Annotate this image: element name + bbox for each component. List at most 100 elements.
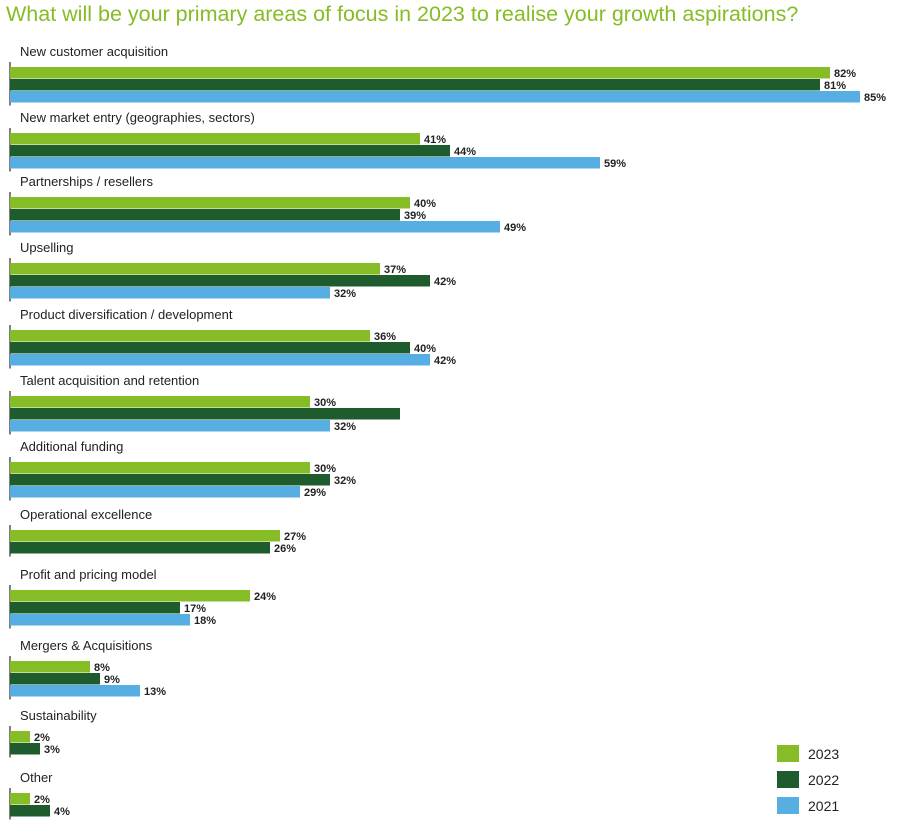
bar-upselling-2023 — [10, 263, 380, 275]
bar-mergers-acquisitions-2022 — [10, 673, 100, 685]
category-label-sustainability: Sustainability — [20, 708, 97, 723]
value-label-bg — [252, 589, 278, 602]
value-label-new-customer-acquisition-2022: 81% — [824, 80, 846, 92]
value-label-bg — [822, 78, 848, 91]
bar-new-customer-acquisition-2021 — [10, 91, 860, 103]
category-label-mergers-acquisitions: Mergers & Acquisitions — [20, 638, 153, 653]
category-label-new-customer-acquisition: New customer acquisition — [20, 44, 168, 59]
value-label-mergers-acquisitions-2022: 9% — [104, 674, 120, 686]
value-label-sustainability-2023: 2% — [34, 732, 50, 744]
value-label-bg — [432, 353, 458, 366]
value-label-bg — [142, 684, 168, 697]
bar-new-customer-acquisition-2023 — [10, 67, 830, 79]
bar-operational-excellence-2023 — [10, 530, 280, 542]
category-label-talent-acquisition-and-retention: Talent acquisition and retention — [20, 373, 199, 388]
value-label-bg — [272, 541, 298, 554]
bar-new-market-entry-geographies-sectors-2022 — [10, 145, 450, 157]
value-label-bg — [32, 730, 52, 743]
value-label-bg — [282, 529, 308, 542]
bar-new-customer-acquisition-2022 — [10, 79, 820, 91]
category-label-profit-and-pricing-model: Profit and pricing model — [20, 567, 157, 582]
value-label-bg — [412, 196, 438, 209]
value-label-upselling-2021: 32% — [334, 288, 356, 300]
value-label-mergers-acquisitions-2021: 13% — [144, 686, 166, 698]
value-label-product-diversification-development-2021: 42% — [434, 355, 456, 367]
chart-title: What will be your primary areas of focus… — [6, 2, 799, 26]
value-label-bg — [52, 804, 72, 817]
value-label-other-2023: 2% — [34, 794, 50, 806]
value-label-new-market-entry-geographies-sectors-2023: 41% — [424, 134, 446, 146]
value-label-partnerships-resellers-2021: 49% — [504, 222, 526, 234]
legend-label-2023: 2023 — [808, 746, 839, 762]
bar-mergers-acquisitions-2023 — [10, 661, 90, 673]
value-label-product-diversification-development-2022: 40% — [414, 343, 436, 355]
category-label-upselling: Upselling — [20, 240, 73, 255]
value-label-bg — [452, 144, 478, 157]
legend-label-2021: 2021 — [808, 798, 839, 814]
value-label-bg — [502, 220, 528, 233]
value-label-bg — [302, 485, 328, 498]
bar-additional-funding-2021 — [10, 486, 300, 498]
value-label-product-diversification-development-2023: 36% — [374, 331, 396, 343]
value-label-sustainability-2022: 3% — [44, 744, 60, 756]
value-label-bg — [332, 286, 358, 299]
value-label-bg — [862, 90, 888, 103]
bar-additional-funding-2022 — [10, 474, 330, 486]
value-label-profit-and-pricing-model-2023: 24% — [254, 591, 276, 603]
bar-product-diversification-development-2021 — [10, 354, 430, 366]
bar-profit-and-pricing-model-2022 — [10, 602, 180, 614]
value-label-bg — [332, 473, 358, 486]
value-label-partnerships-resellers-2023: 40% — [414, 198, 436, 210]
value-label-additional-funding-2021: 29% — [304, 487, 326, 499]
bar-talent-acquisition-and-retention-2022 — [10, 408, 400, 420]
category-label-product-diversification-development: Product diversification / development — [20, 307, 233, 322]
value-label-bg — [372, 329, 398, 342]
bar-profit-and-pricing-model-2023 — [10, 590, 250, 602]
value-label-new-market-entry-geographies-sectors-2022: 44% — [454, 146, 476, 158]
value-label-bg — [402, 208, 428, 221]
value-label-talent-acquisition-and-retention-2023: 30% — [314, 397, 336, 409]
value-label-bg — [382, 262, 408, 275]
value-label-operational-excellence-2023: 27% — [284, 531, 306, 543]
legend-swatch-2022 — [777, 771, 799, 788]
bar-talent-acquisition-and-retention-2023 — [10, 396, 310, 408]
legend-label-2022: 2022 — [808, 772, 839, 788]
value-label-additional-funding-2022: 32% — [334, 475, 356, 487]
category-label-additional-funding: Additional funding — [20, 439, 123, 454]
category-label-new-market-entry-geographies-sectors: New market entry (geographies, sectors) — [20, 110, 255, 125]
bar-mergers-acquisitions-2021 — [10, 685, 140, 697]
value-label-new-customer-acquisition-2023: 82% — [834, 68, 856, 80]
value-label-bg — [182, 601, 208, 614]
bar-other-2023 — [10, 793, 30, 805]
category-label-partnerships-resellers: Partnerships / resellers — [20, 174, 153, 189]
value-label-profit-and-pricing-model-2022: 17% — [184, 603, 206, 615]
bar-operational-excellence-2022 — [10, 542, 270, 554]
bar-upselling-2021 — [10, 287, 330, 299]
value-label-upselling-2023: 37% — [384, 264, 406, 276]
legend-swatch-2021 — [777, 797, 799, 814]
bar-talent-acquisition-and-retention-2021 — [10, 420, 330, 432]
value-label-bg — [422, 132, 448, 145]
value-label-new-customer-acquisition-2021: 85% — [864, 92, 886, 104]
value-label-bg — [332, 419, 358, 432]
category-label-operational-excellence: Operational excellence — [20, 507, 152, 522]
value-label-operational-excellence-2022: 26% — [274, 543, 296, 555]
value-label-bg — [102, 672, 122, 685]
value-label-new-market-entry-geographies-sectors-2021: 59% — [604, 158, 626, 170]
value-label-other-2022: 4% — [54, 806, 70, 818]
legend-swatch-2023 — [777, 745, 799, 762]
value-label-talent-acquisition-and-retention-2021: 32% — [334, 421, 356, 433]
value-label-bg — [192, 613, 218, 626]
bar-new-market-entry-geographies-sectors-2023 — [10, 133, 420, 145]
bar-additional-funding-2023 — [10, 462, 310, 474]
value-label-bg — [412, 341, 438, 354]
value-label-additional-funding-2023: 30% — [314, 463, 336, 475]
bar-other-2022 — [10, 805, 50, 817]
value-label-bg — [312, 395, 338, 408]
value-label-bg — [32, 792, 52, 805]
value-label-mergers-acquisitions-2023: 8% — [94, 662, 110, 674]
bar-partnerships-resellers-2023 — [10, 197, 410, 209]
bar-upselling-2022 — [10, 275, 430, 287]
value-label-partnerships-resellers-2022: 39% — [404, 210, 426, 222]
